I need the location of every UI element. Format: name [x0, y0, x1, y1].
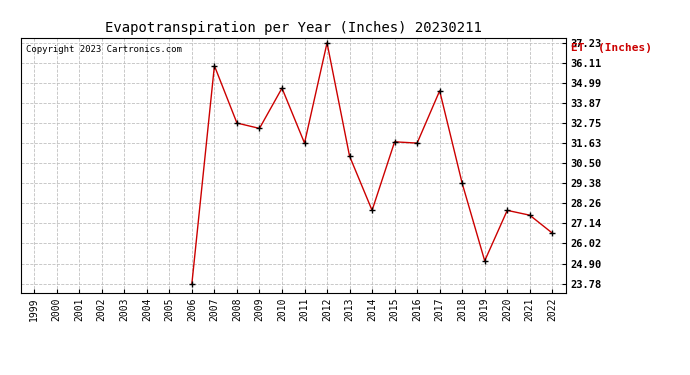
- Title: Evapotranspiration per Year (Inches) 20230211: Evapotranspiration per Year (Inches) 202…: [105, 21, 482, 35]
- Text: Copyright 2023 Cartronics.com: Copyright 2023 Cartronics.com: [26, 45, 182, 54]
- Text: ET  (Inches): ET (Inches): [571, 43, 652, 52]
